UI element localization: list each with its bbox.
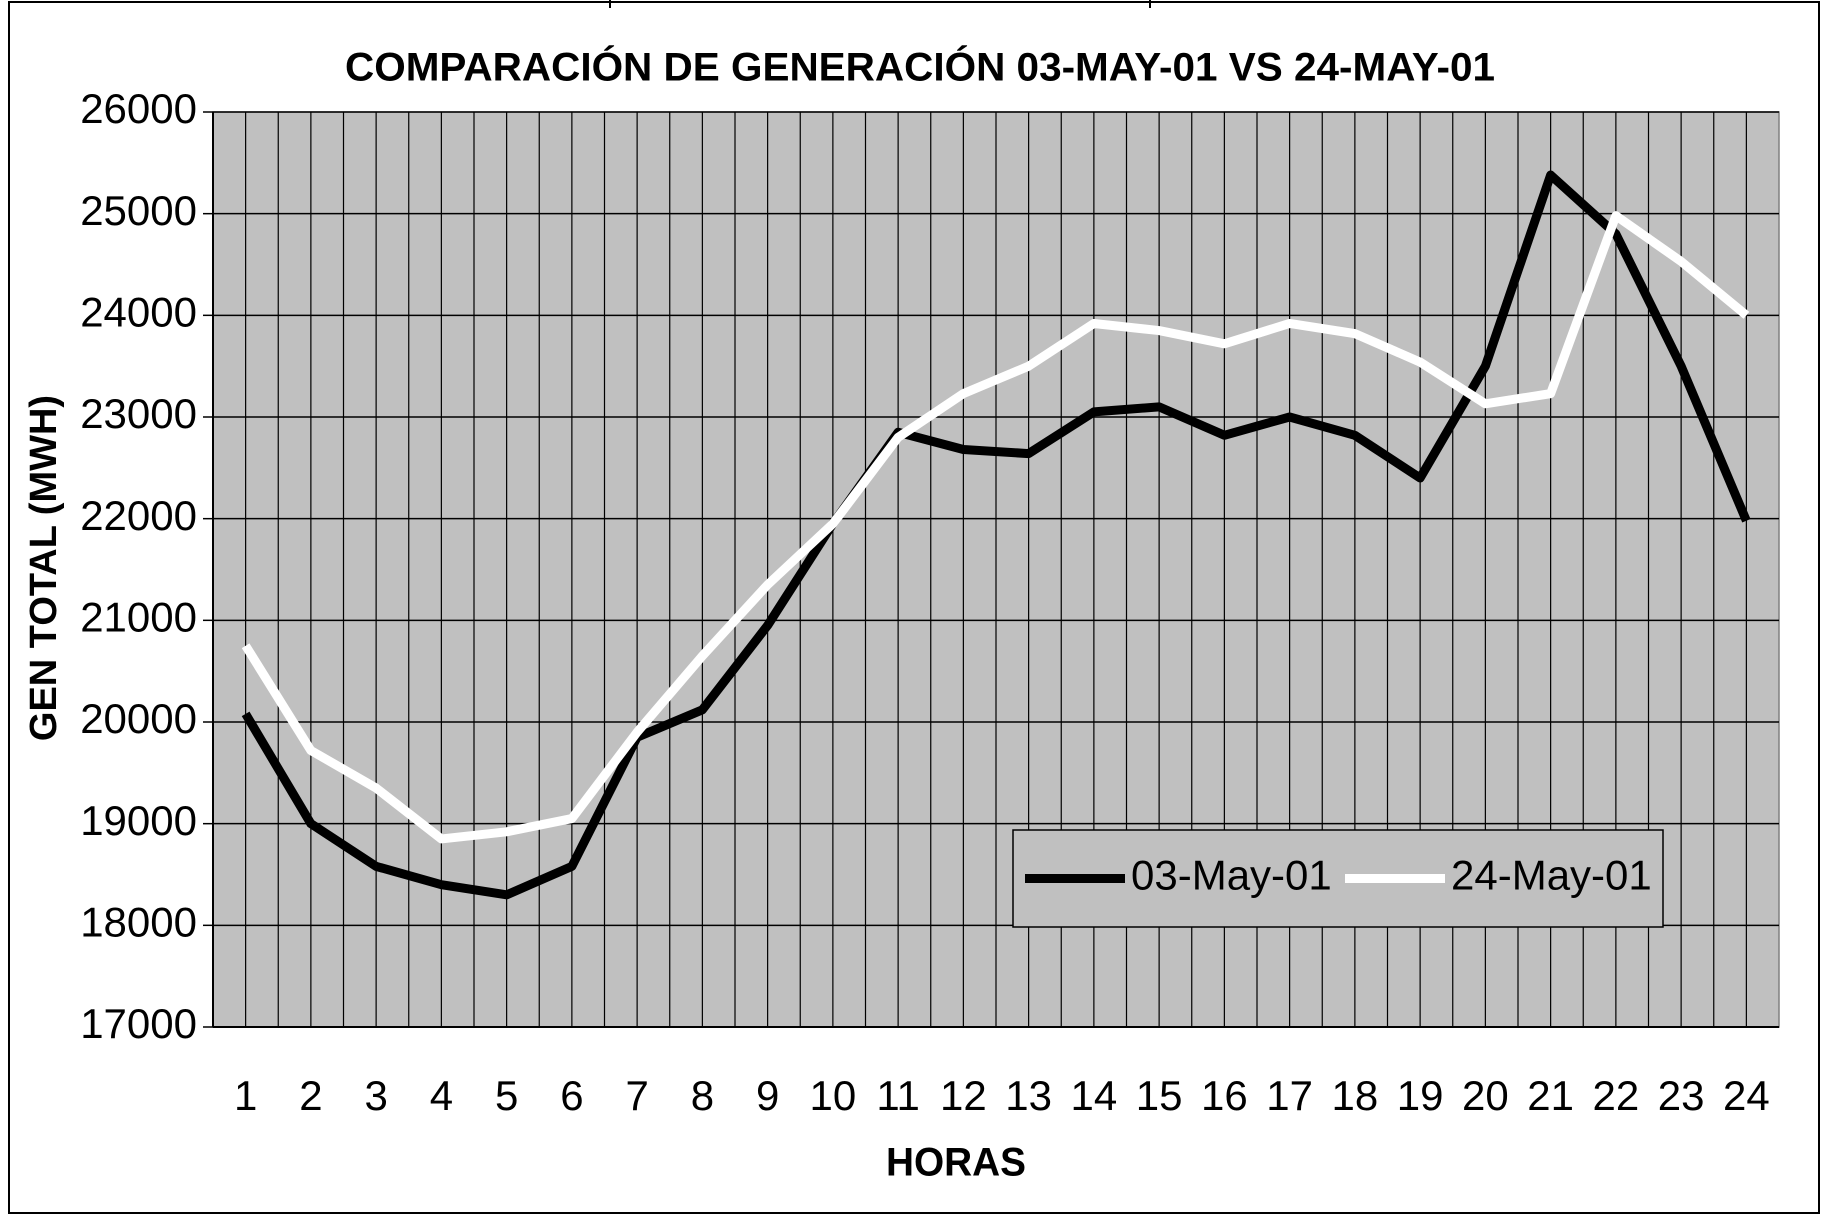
x-axis-title: HORAS [886, 1141, 1026, 1185]
y-tick-label: 24000 [80, 288, 197, 335]
x-tick-label: 11 [876, 1072, 920, 1119]
y-tick-label: 19000 [80, 797, 197, 844]
series-line [241, 170, 1751, 900]
x-tick-label: 19 [1397, 1072, 1444, 1119]
x-tick-label: 10 [810, 1072, 857, 1119]
x-tick-label: 23 [1658, 1072, 1705, 1119]
legend-label: 24-May-01 [1451, 852, 1652, 899]
x-tick-label: 13 [1005, 1072, 1052, 1119]
legend-label: 03-May-01 [1131, 852, 1332, 899]
x-tick-label: 9 [756, 1072, 779, 1119]
y-tick-label: 22000 [80, 492, 197, 539]
x-tick-label: 17 [1266, 1072, 1313, 1119]
y-tick-label: 21000 [80, 593, 197, 640]
x-tick-label: 6 [560, 1072, 583, 1119]
x-tick-label: 4 [430, 1072, 453, 1119]
x-tick-label: 12 [940, 1072, 987, 1119]
series-line [241, 211, 1750, 844]
x-tick-label: 5 [495, 1072, 518, 1119]
y-tick-label: 20000 [80, 695, 197, 742]
x-tick-label: 22 [1593, 1072, 1640, 1119]
x-tick-label: 8 [691, 1072, 714, 1119]
x-tick-label: 16 [1201, 1072, 1248, 1119]
x-tick-label: 7 [625, 1072, 648, 1119]
x-tick-label: 3 [364, 1072, 387, 1119]
x-tick-label: 2 [299, 1072, 322, 1119]
y-tick-label: 25000 [80, 187, 197, 234]
y-tick-label: 26000 [80, 85, 197, 132]
y-axis-title: GEN TOTAL (MWH) [23, 395, 65, 741]
x-tick-label: 24 [1723, 1072, 1770, 1119]
x-tick-label: 14 [1071, 1072, 1118, 1119]
x-tick-label: 18 [1332, 1072, 1379, 1119]
x-tick-label: 15 [1136, 1072, 1183, 1119]
y-tick-label: 18000 [80, 898, 197, 945]
y-tick-label: 17000 [80, 1000, 197, 1047]
x-tick-label: 1 [234, 1072, 257, 1119]
y-tick-label: 23000 [80, 390, 197, 437]
x-tick-label: 21 [1527, 1072, 1574, 1119]
x-tick-label: 20 [1462, 1072, 1509, 1119]
chart-title: COMPARACIÓN DE GENERACIÓN 03-MAY-01 VS 2… [345, 44, 1495, 90]
